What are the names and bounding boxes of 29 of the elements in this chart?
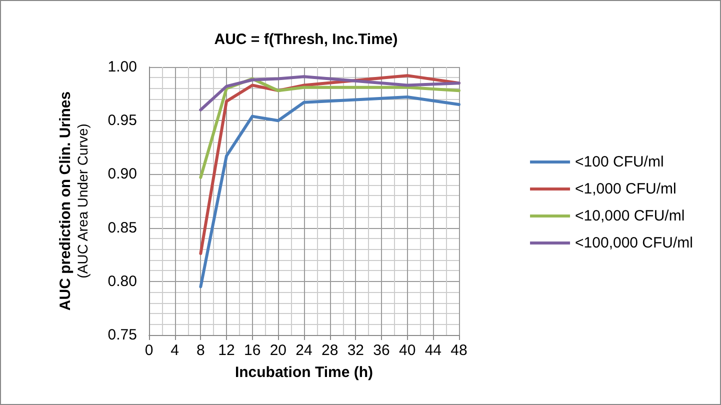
x-tick-label: 48 xyxy=(450,342,468,359)
x-tick-label: 28 xyxy=(321,342,338,359)
line-series xyxy=(199,75,460,112)
x-tick-label: 44 xyxy=(424,342,442,359)
y-tick-label: 0.80 xyxy=(108,272,137,290)
y-tick-label: 0.95 xyxy=(108,112,137,130)
y-tick-label: 0.85 xyxy=(108,219,137,236)
x-tick-label: 24 xyxy=(296,342,312,359)
x-tick-label: 12 xyxy=(218,342,235,359)
x-tick-label: 0 xyxy=(144,342,154,359)
chart-title: AUC = f(Thresh, Inc.Time) xyxy=(214,31,398,48)
x-tick-label: 4 xyxy=(170,342,180,359)
y-tick-label: 0.90 xyxy=(108,166,137,183)
x-tick-label: 40 xyxy=(398,342,416,359)
x-tick-label: 16 xyxy=(244,342,261,359)
legend-label: <100,000 CFU/ml xyxy=(575,234,694,252)
y-tick-label: 0.75 xyxy=(108,326,137,344)
legend-label: <10,000 CFU/ml xyxy=(575,208,685,224)
y-axis-title: AUC prediction on Clin. Urines (AUC Area Under Curve) xyxy=(57,91,90,311)
x-tick-label: 20 xyxy=(270,342,287,359)
x-tick-label: 32 xyxy=(347,342,364,359)
legend-label: <1,000 CFU/ml xyxy=(575,180,676,198)
x-axis-title: Incubation Time (h) xyxy=(234,364,374,381)
line-series xyxy=(199,96,460,288)
y-tick-label: 1.00 xyxy=(108,58,137,76)
legend-label: <100 CFU/ml xyxy=(575,154,664,170)
x-tick-label: 36 xyxy=(373,342,390,359)
line-series xyxy=(199,77,460,179)
x-tick-label: 8 xyxy=(196,342,205,359)
